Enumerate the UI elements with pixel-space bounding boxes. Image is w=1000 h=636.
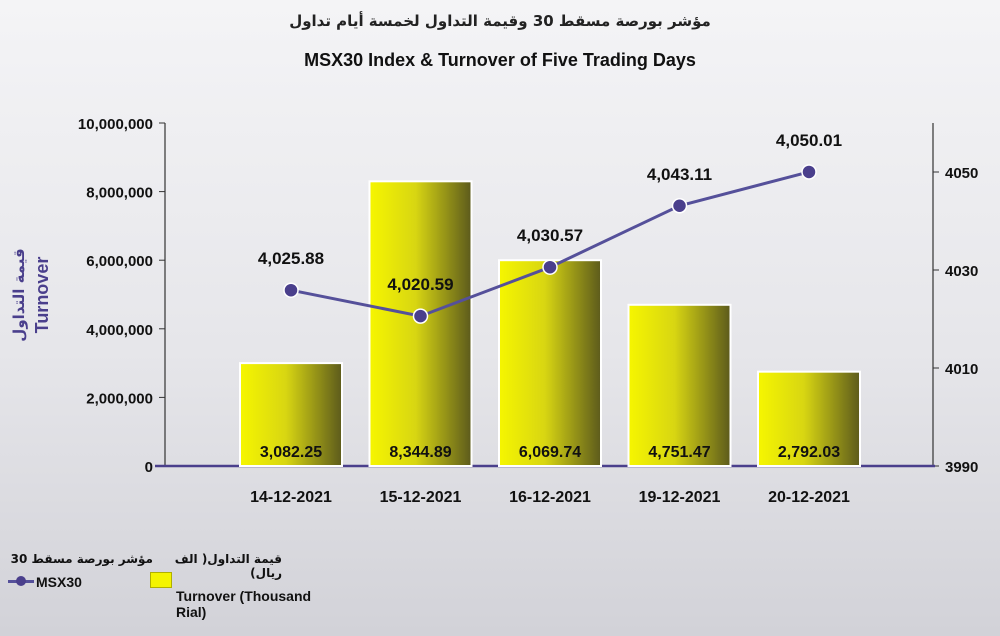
left-tick-label: 6,000,000 [86,253,153,270]
msx30-data-label: 4,043.11 [647,165,712,184]
left-tick-label: 8,000,000 [86,185,153,202]
legend-line-swatch [8,576,34,586]
legend-item-msx30: مؤشر بورصة مسقط 30 MSX30 [8,552,153,590]
left-tick-label: 2,000,000 [86,390,153,407]
bar [498,259,602,468]
bar [239,362,343,468]
legend-msx-label: MSX30 [36,574,82,590]
right-tick-label: 3990 [945,459,978,476]
bar-data-label: 3,082.25 [260,444,322,461]
x-tick-label: 15-12-2021 [380,489,462,506]
x-tick-label: 16-12-2021 [509,489,591,506]
bar-data-label: 6,069.74 [519,444,581,461]
legend-turnover-arabic: قيمة التداول( الف ريال) [174,552,282,580]
msx30-data-label: 4,030.57 [517,226,583,245]
msx30-point [283,282,299,298]
right-tick-label: 4010 [945,361,978,378]
right-tick-label: 4030 [945,263,978,280]
msx30-data-label: 4,050.01 [776,131,842,150]
legend-item-turnover: قيمة التداول( الف ريال) Turnover (Thousa… [150,552,340,620]
msx30-data-label: 4,025.88 [258,249,324,268]
left-tick-label: 10,000,000 [78,116,153,133]
x-tick-label: 20-12-2021 [768,489,850,506]
bar-data-label: 8,344.89 [389,444,451,461]
msx30-point [542,259,558,275]
bar [757,370,861,467]
x-tick-label: 19-12-2021 [639,489,721,506]
legend-msx-arabic: مؤشر بورصة مسقط 30 [10,552,153,566]
chart-title-arabic: مؤشر بورصة مسقط 30 وقيمة التداول لخمسة أ… [289,12,711,30]
y-axis-title-en: Turnover [32,257,52,334]
bar-data-label: 4,751.47 [648,444,710,461]
bar [627,303,732,468]
chart-title: MSX30 Index & Turnover of Five Trading D… [304,50,696,70]
right-tick-label: 4050 [945,165,978,182]
y-axis-title-ar: قيمة التداول [10,248,28,341]
msx30-point [801,164,817,180]
legend-bar-swatch [150,572,172,588]
msx30-data-label: 4,020.59 [387,275,453,294]
msx30-point [671,198,688,214]
legend-turnover-label: Turnover (Thousand Rial) [176,588,312,620]
x-tick-label: 14-12-2021 [250,489,332,506]
left-tick-label: 0 [145,459,153,476]
left-tick-label: 4,000,000 [86,322,153,339]
bar-data-label: 2,792.03 [778,444,840,461]
msx30-point [412,308,429,324]
